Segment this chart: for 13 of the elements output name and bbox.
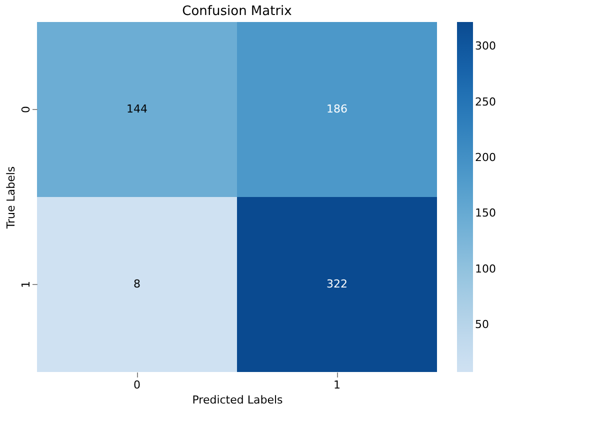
color-bar-label: 250 (475, 95, 496, 108)
color-bar-label: 150 (475, 206, 496, 220)
color-bar-label: 100 (475, 262, 496, 276)
color-bar-label: 200 (475, 150, 496, 164)
data-label: 8 (134, 278, 140, 290)
data-label: 186 (326, 102, 348, 116)
chart-title: Confusion Matrix (182, 4, 292, 19)
x-axis-title: Predicted Labels (192, 394, 284, 406)
color-bar-label: 300 (475, 40, 496, 53)
color-bar-label: 50 (475, 318, 489, 332)
data-label: 144 (126, 102, 148, 116)
data-label: 322 (326, 278, 348, 290)
y-axis-title: True Labels (4, 166, 18, 230)
